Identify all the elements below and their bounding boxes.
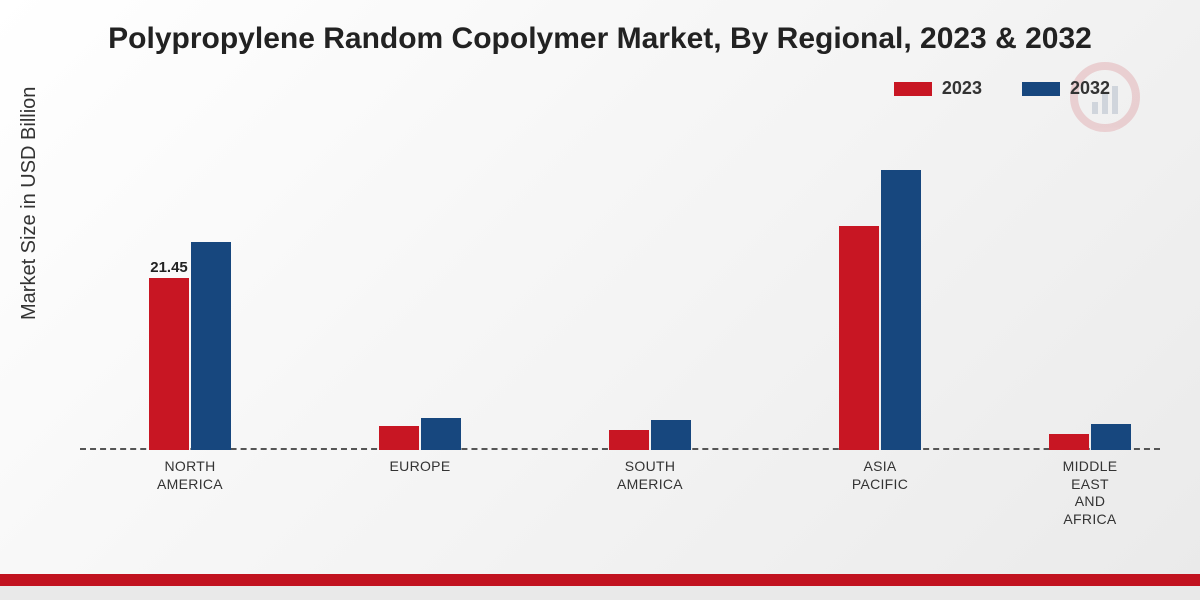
y-axis-label: Market Size in USD Billion	[18, 87, 41, 320]
x-category-label: NORTHAMERICA	[120, 458, 260, 493]
bar-2023	[609, 430, 649, 450]
bar-group	[350, 418, 490, 450]
x-axis-labels: NORTHAMERICA EUROPE SOUTHAMERICA ASIAPACIFI…	[80, 458, 1160, 538]
bar-group: 21.45	[120, 242, 260, 450]
bar-2032	[1091, 424, 1131, 450]
bar-group	[1020, 424, 1160, 450]
bar-2023	[1049, 434, 1089, 450]
bar-2032	[881, 170, 921, 450]
bar-2023	[379, 426, 419, 450]
x-category-label: SOUTHAMERICA	[580, 458, 720, 493]
legend-swatch-2032	[1022, 82, 1060, 96]
footer-bar	[0, 574, 1200, 586]
chart-title: Polypropylene Random Copolymer Market, B…	[0, 22, 1200, 56]
bar-group	[810, 170, 950, 450]
x-category-label: EUROPE	[350, 458, 490, 476]
bar-group	[580, 420, 720, 450]
plot-area: 21.45	[80, 130, 1160, 450]
bar-2032	[421, 418, 461, 450]
bar-value-label: 21.45	[150, 259, 188, 276]
bar-2023: 21.45	[149, 278, 189, 450]
legend-item-2023: 2023	[894, 78, 982, 99]
legend-swatch-2023	[894, 82, 932, 96]
bar-2023	[839, 226, 879, 450]
footer-under	[0, 586, 1200, 600]
legend-item-2032: 2032	[1022, 78, 1110, 99]
legend: 2023 2032	[894, 78, 1110, 99]
legend-label-2023: 2023	[942, 78, 982, 99]
legend-label-2032: 2032	[1070, 78, 1110, 99]
x-category-label: MIDDLEEASTANDAFRICA	[1020, 458, 1160, 528]
bar-2032	[651, 420, 691, 450]
x-category-label: ASIAPACIFIC	[810, 458, 950, 493]
chart-page: Polypropylene Random Copolymer Market, B…	[0, 0, 1200, 600]
bar-2032	[191, 242, 231, 450]
